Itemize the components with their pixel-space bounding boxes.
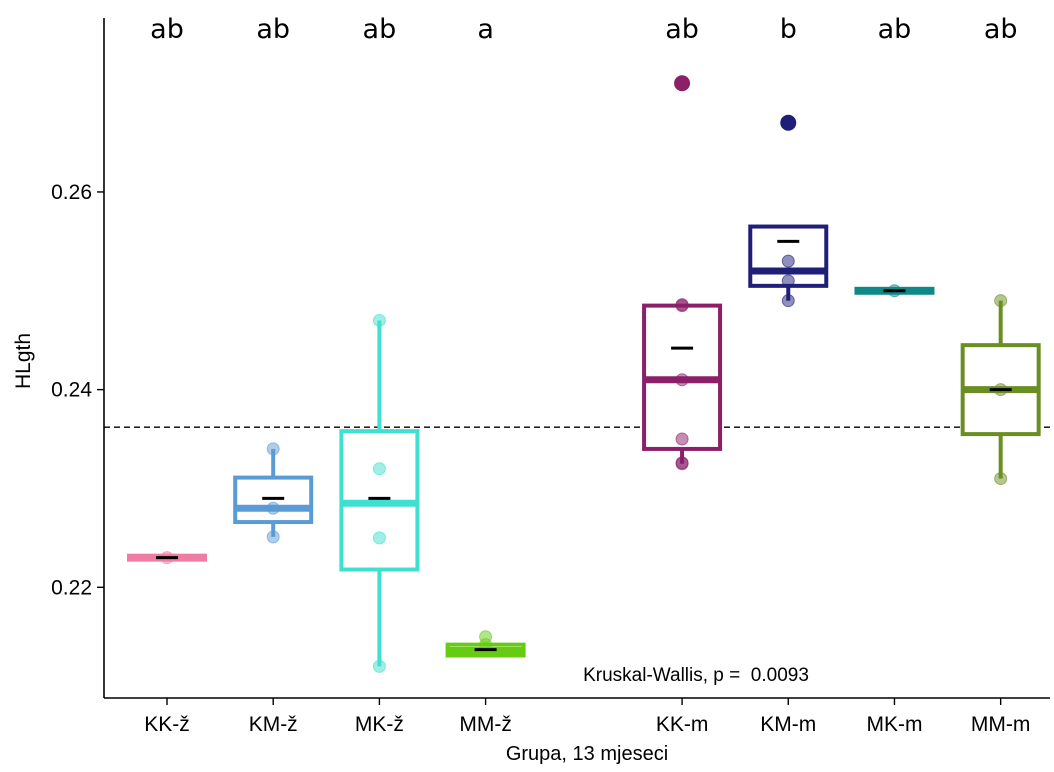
significance-letter: ab [256, 14, 290, 45]
significance-letter: ab [878, 14, 912, 45]
x-tick-label: KK-m [656, 713, 709, 736]
box-group-MK-m [854, 284, 935, 298]
y-tick-label: 0.26 [51, 181, 92, 204]
data-point [994, 294, 1008, 308]
data-point [479, 630, 493, 644]
data-point [266, 442, 280, 456]
box-group-KM-m [748, 114, 829, 308]
x-tick-label: KK-ž [144, 713, 190, 736]
data-point [781, 274, 795, 288]
data-point [675, 298, 689, 312]
x-tick-label: MK-m [866, 713, 922, 736]
significance-letter: b [780, 14, 797, 45]
y-tick-label: 0.22 [51, 576, 92, 599]
box-group-MM-ž [445, 630, 526, 658]
outlier-point [674, 75, 691, 92]
significance-letter: ab [150, 14, 184, 45]
plot-area: 0.22 0.24 0.26 KK-ž ab KM-ž ab MK-ž ab MM-ž a KK-m a… [51, 14, 1050, 736]
data-point [675, 432, 689, 446]
x-tick-label: KM-ž [249, 713, 298, 736]
x-tick-label: KM-m [760, 713, 816, 736]
y-axis-title: HLgth [12, 333, 35, 389]
significance-letter: a [477, 14, 494, 45]
data-point [266, 501, 280, 515]
x-tick-label: MK-ž [355, 713, 404, 736]
significance-letter: ab [984, 14, 1018, 45]
y-tick-label: 0.24 [51, 379, 92, 402]
data-point [372, 313, 386, 327]
data-point [372, 462, 386, 476]
kruskal-wallis-annotation: Kruskal-Wallis, p = 0.0093 [583, 665, 809, 686]
x-tick-label: MM-ž [459, 713, 511, 736]
box-group-MK-ž [339, 313, 420, 673]
significance-letter: ab [363, 14, 397, 45]
box-group-KM-ž [233, 442, 314, 544]
data-point [994, 472, 1008, 486]
data-point [675, 456, 689, 470]
data-point [372, 531, 386, 545]
data-point [675, 373, 689, 387]
data-point [266, 530, 280, 544]
outlier-point [780, 114, 797, 131]
data-point [781, 254, 795, 268]
data-point [372, 659, 386, 673]
box-group-MM-m [960, 294, 1041, 486]
x-tick-label: MM-m [971, 713, 1030, 736]
box-group-KK-m [642, 75, 723, 471]
data-point [781, 294, 795, 308]
box-group-KK-ž [127, 551, 207, 565]
significance-letter: ab [665, 14, 699, 45]
x-axis-title: Grupa, 13 mjeseci [506, 743, 668, 765]
